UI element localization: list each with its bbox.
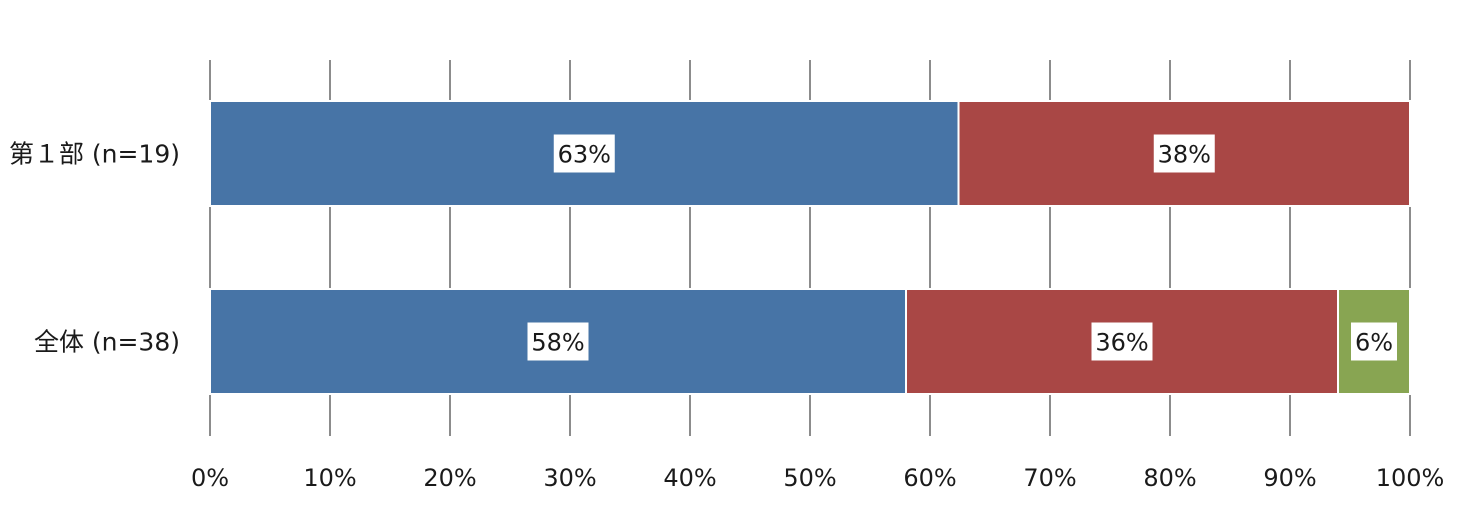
x-tick-label: 70% — [1023, 464, 1076, 492]
x-tick-label: 40% — [663, 464, 716, 492]
x-tick-label: 10% — [303, 464, 356, 492]
data-label: 6% — [1355, 329, 1393, 357]
x-tick-label: 80% — [1143, 464, 1196, 492]
x-tick-label: 30% — [543, 464, 596, 492]
category-label: 全体 (n=38) — [34, 328, 180, 357]
data-label: 63% — [558, 141, 611, 169]
x-tick-label: 60% — [903, 464, 956, 492]
x-tick-label: 50% — [783, 464, 836, 492]
data-label-box — [1091, 322, 1153, 361]
x-tick-labels: 0% 10% 20% 30% 40% 50% 60% 70% 80% 90% 100% — [191, 464, 1444, 492]
data-label-box — [553, 134, 615, 173]
data-label: 36% — [1095, 329, 1148, 357]
x-tick-label: 100% — [1376, 464, 1445, 492]
data-labels: 63% 38% 58% 36% 6% — [527, 134, 1397, 361]
data-label: 58% — [531, 329, 584, 357]
category-labels: 第１部 (n=19) 全体 (n=38) — [9, 140, 180, 357]
category-label: 第１部 (n=19) — [9, 140, 180, 169]
data-label: 38% — [1158, 141, 1211, 169]
data-label-box — [1153, 134, 1215, 173]
data-label-box — [1351, 322, 1397, 361]
data-label-box — [527, 322, 589, 361]
x-tick-label: 90% — [1263, 464, 1316, 492]
x-tick-label: 20% — [423, 464, 476, 492]
x-tick-label: 0% — [191, 464, 229, 492]
